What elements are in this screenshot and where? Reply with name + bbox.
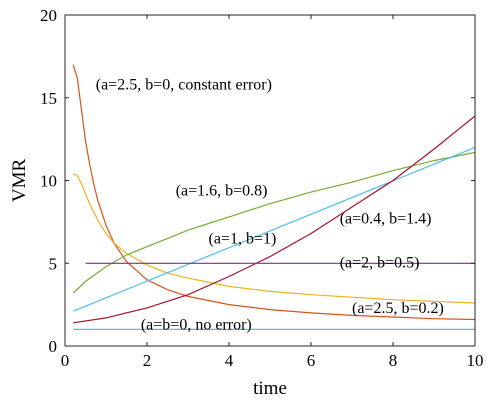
series-line-4 <box>72 146 476 312</box>
ticks-layer: 0 2 4 6 8 10 0 5 10 15 20 <box>40 6 484 370</box>
series-line-1 <box>72 64 476 321</box>
annotation-2: (a=0.4, b=1.4) <box>340 211 432 228</box>
x-axis-label: time <box>253 378 287 399</box>
series-line-5 <box>73 115 476 324</box>
y-tick-label-3: 15 <box>40 89 57 108</box>
y-tick-label-4: 20 <box>40 6 57 25</box>
x-tick-label-2: 4 <box>225 351 234 370</box>
annotation-layer: (a=2.5, b=0, constant error) (a=1.6, b=0.… <box>96 77 444 334</box>
annotation-1: (a=1.6, b=0.8) <box>176 182 268 199</box>
x-tick-label-3: 6 <box>307 351 316 370</box>
y-tick-label-2: 10 <box>40 172 57 191</box>
x-tick-label-5: 10 <box>467 351 484 370</box>
series-layer <box>72 64 476 330</box>
y-tick-label-0: 0 <box>49 337 58 356</box>
annotation-0: (a=2.5, b=0, constant error) <box>96 77 272 94</box>
annotation-4: (a=2, b=0.5) <box>340 254 420 271</box>
x-tick-label-0: 0 <box>61 351 70 370</box>
annotation-5: (a=2.5, b=0.2) <box>352 300 444 317</box>
annotation-3: (a=1, b=1) <box>209 230 277 247</box>
y-tick-label-1: 5 <box>49 254 58 273</box>
x-tick-label-1: 2 <box>143 351 152 370</box>
plot-frame <box>64 14 476 347</box>
annotation-6: (a=b=0, no error) <box>141 316 252 333</box>
x-tick-label-4: 8 <box>389 351 398 370</box>
series-line-2 <box>72 173 476 304</box>
y-axis-label: VMR <box>9 159 30 203</box>
